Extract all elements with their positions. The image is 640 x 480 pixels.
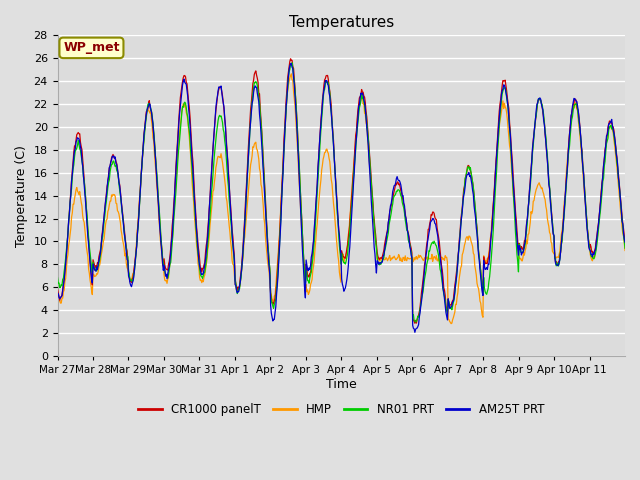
Legend: CR1000 panelT, HMP, NR01 PRT, AM25T PRT: CR1000 panelT, HMP, NR01 PRT, AM25T PRT — [134, 398, 549, 420]
Y-axis label: Temperature (C): Temperature (C) — [15, 145, 28, 247]
Title: Temperatures: Temperatures — [289, 15, 394, 30]
X-axis label: Time: Time — [326, 378, 356, 391]
Text: WP_met: WP_met — [63, 41, 120, 54]
